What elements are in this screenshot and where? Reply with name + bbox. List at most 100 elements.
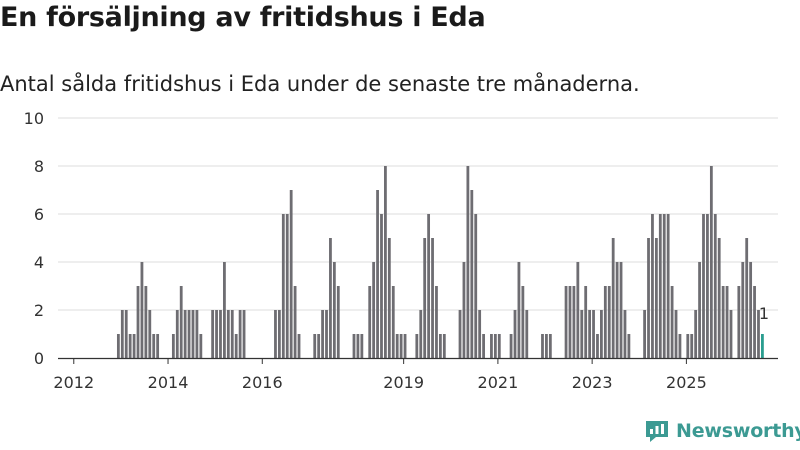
bar: [568, 286, 572, 358]
bar: [493, 334, 497, 358]
bar: [497, 334, 501, 358]
bar: [474, 214, 478, 358]
brand-name: Newsworthy: [676, 420, 800, 442]
bar: [230, 310, 234, 358]
bar: [415, 334, 419, 358]
bar: [654, 238, 658, 358]
bar: [725, 286, 729, 358]
bar: [643, 310, 646, 358]
bar: [152, 334, 156, 358]
bar: [564, 286, 568, 358]
bar: [662, 214, 666, 358]
chart-title: En försäljning av fritidshus i Eda: [0, 2, 486, 33]
bar: [458, 310, 462, 358]
bar: [148, 310, 152, 358]
bar: [435, 286, 438, 358]
bar-latest: [761, 334, 764, 358]
bar: [470, 190, 474, 358]
bar: [651, 214, 654, 358]
bar: [490, 334, 493, 358]
y-tick-label: 4: [34, 253, 44, 272]
bar: [619, 262, 623, 358]
latest-value-label: 1: [759, 304, 769, 323]
bar: [462, 262, 466, 358]
bar: [226, 310, 230, 358]
bar: [442, 334, 446, 358]
bar: [128, 334, 132, 358]
bar: [321, 310, 324, 358]
bar: [156, 334, 160, 358]
bar: [745, 238, 749, 358]
y-tick-label: 8: [34, 157, 44, 176]
x-tick-label: 2014: [148, 373, 189, 392]
bar: [623, 310, 627, 358]
bar: [360, 334, 364, 358]
bar: [607, 286, 611, 358]
bar: [116, 334, 120, 358]
bar: [517, 262, 521, 358]
bar: [399, 334, 403, 358]
bar: [277, 310, 281, 358]
bar: [171, 334, 175, 358]
bar: [144, 286, 148, 358]
y-tick-label: 0: [34, 349, 44, 368]
bar: [352, 334, 356, 358]
bar: [238, 310, 242, 358]
bar: [690, 334, 694, 358]
bar: [187, 310, 191, 358]
bar: [615, 262, 619, 358]
bar: [140, 262, 144, 358]
bar: [548, 334, 552, 358]
bar: [274, 310, 277, 358]
bar: [293, 286, 297, 358]
bar: [356, 334, 360, 358]
bar: [297, 334, 301, 358]
newsworthy-brand: Newsworthy: [644, 418, 800, 444]
bar: [211, 310, 215, 358]
bar: [175, 310, 179, 358]
y-tick-label: 6: [34, 205, 44, 224]
bar: [289, 190, 293, 358]
bar: [521, 286, 525, 358]
bar: [666, 214, 670, 358]
bar: [419, 310, 423, 358]
x-tick-label: 2023: [572, 373, 613, 392]
bar: [376, 190, 379, 358]
bar: [729, 310, 733, 358]
x-tick-label: 2012: [53, 373, 94, 392]
bar: [136, 286, 140, 358]
bar: [329, 238, 332, 358]
bar: [525, 310, 529, 358]
bar: [588, 310, 592, 358]
bar: [403, 334, 407, 358]
bar: [737, 286, 741, 358]
bar: [466, 166, 470, 358]
bar: [380, 214, 383, 358]
bar: [120, 310, 124, 358]
bar: [423, 238, 427, 358]
bar: [596, 334, 599, 358]
bar: [183, 310, 187, 358]
bar: [395, 334, 399, 358]
bar: [285, 214, 289, 358]
bar: [678, 334, 682, 358]
bar: [721, 286, 725, 358]
bar: [698, 262, 701, 358]
bar: [384, 166, 387, 358]
bar: [325, 310, 328, 358]
bar: [438, 334, 442, 358]
bar: [749, 262, 753, 358]
bar: [179, 286, 183, 358]
bar: [387, 238, 391, 358]
bar: [541, 334, 544, 358]
bar: [372, 262, 376, 358]
bar: [391, 286, 395, 358]
bar: [336, 286, 340, 358]
y-tick-label: 10: [24, 109, 44, 128]
bar: [509, 334, 513, 358]
bar: [199, 334, 203, 358]
bar: [317, 334, 321, 358]
bar: [658, 214, 662, 358]
bar: [706, 214, 709, 358]
